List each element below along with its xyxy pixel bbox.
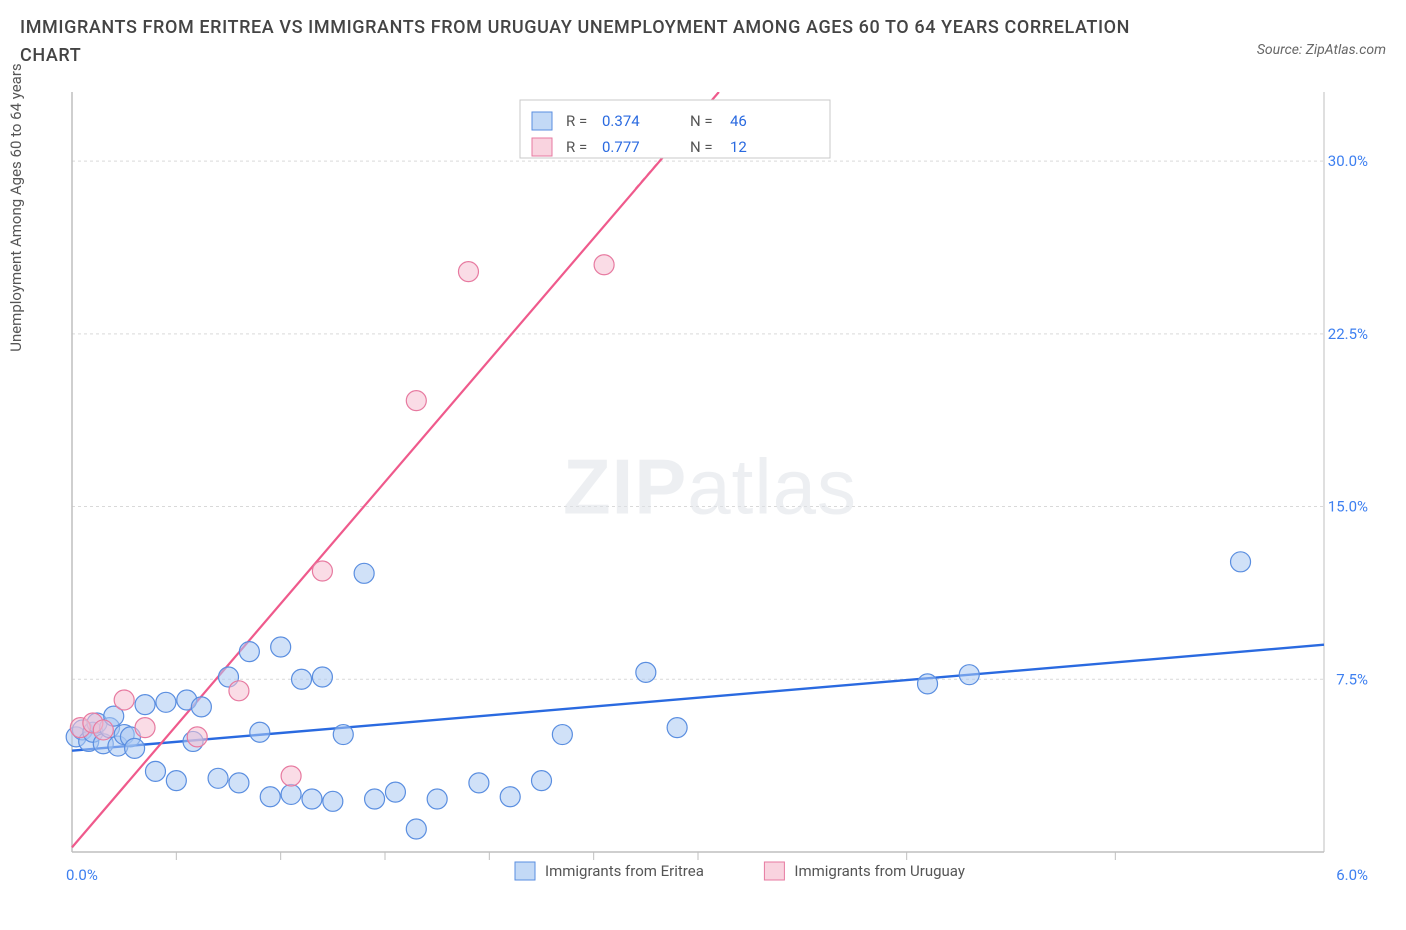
data-point — [229, 681, 249, 701]
data-point — [959, 665, 979, 685]
data-point — [1231, 552, 1251, 572]
data-point — [271, 637, 291, 657]
data-point — [323, 791, 343, 811]
data-point — [250, 722, 270, 742]
data-point — [406, 391, 426, 411]
data-point — [166, 771, 186, 791]
data-point — [532, 771, 552, 791]
data-point — [636, 662, 656, 682]
scatter-chart: 7.5% 15.0% 22.5% 30.0% 0.0% 6.0% R = 0.374 N = 46… — [50, 92, 1370, 900]
data-point — [208, 768, 228, 788]
data-point — [135, 695, 155, 715]
chart-title: IMMIGRANTS FROM ERITREA VS IMMIGRANTS FR… — [20, 14, 1140, 70]
data-point — [469, 773, 489, 793]
series-swatch — [515, 862, 535, 880]
data-point — [281, 784, 301, 804]
data-point — [385, 782, 405, 802]
y-tick-label: 30.0% — [1328, 152, 1368, 170]
data-point — [354, 563, 374, 583]
data-point — [191, 697, 211, 717]
data-point — [667, 718, 687, 738]
data-point — [260, 787, 280, 807]
data-point — [333, 725, 353, 745]
data-point — [365, 789, 385, 809]
data-point — [500, 787, 520, 807]
legend-n-label: N = — [690, 138, 713, 156]
data-point — [552, 725, 572, 745]
data-point — [135, 718, 155, 738]
data-point — [312, 561, 332, 581]
y-tick-label: 22.5% — [1328, 325, 1368, 343]
x-min-label: 0.0% — [66, 866, 98, 884]
data-point — [156, 692, 176, 712]
data-point — [229, 773, 249, 793]
legend-swatch — [532, 138, 552, 156]
data-point — [918, 674, 938, 694]
legend-r-label: R = — [566, 138, 587, 156]
trend-line-uruguay — [72, 92, 719, 847]
data-point — [312, 667, 332, 687]
legend-n-value: 46 — [730, 112, 747, 130]
series-swatch — [764, 862, 784, 880]
y-tick-label: 15.0% — [1328, 498, 1368, 516]
y-axis-label: Unemployment Among Ages 60 to 64 years — [7, 63, 25, 351]
data-point — [594, 255, 614, 275]
data-point — [93, 720, 113, 740]
legend-swatch — [532, 112, 552, 130]
data-point — [114, 690, 134, 710]
legend-n-value: 12 — [730, 138, 747, 156]
legend-n-label: N = — [690, 112, 713, 130]
data-point — [458, 262, 478, 282]
data-point — [302, 789, 322, 809]
legend-r-value: 0.374 — [602, 112, 640, 130]
source-label: Source: ZipAtlas.com — [1257, 42, 1386, 58]
series-label: Immigrants from Uruguay — [794, 862, 965, 880]
x-max-label: 6.0% — [1336, 866, 1368, 884]
y-tick-label: 7.5% — [1336, 670, 1368, 688]
series-label: Immigrants from Eritrea — [545, 862, 704, 880]
legend-r-value: 0.777 — [602, 138, 640, 156]
data-point — [145, 761, 165, 781]
data-point — [239, 642, 259, 662]
data-point — [125, 738, 145, 758]
data-point — [187, 727, 207, 747]
legend-r-label: R = — [566, 112, 587, 130]
data-point — [281, 766, 301, 786]
data-point — [292, 669, 312, 689]
data-point — [406, 819, 426, 839]
data-point — [427, 789, 447, 809]
